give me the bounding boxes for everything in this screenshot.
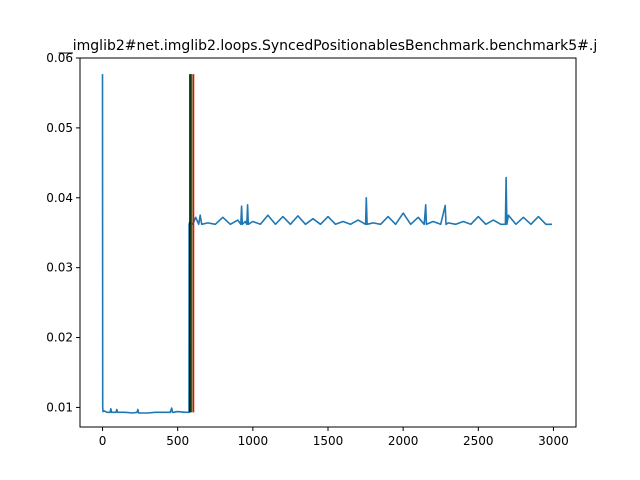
x-tick-label: 1500 [313, 434, 344, 448]
x-tick-label: 1000 [238, 434, 269, 448]
plot-background [80, 58, 576, 427]
marker-lines [189, 74, 195, 413]
x-tick-label: 2500 [463, 434, 494, 448]
series-layer [101, 74, 552, 414]
x-tick-label: 2000 [388, 434, 419, 448]
y-tick-label: 0.02 [46, 331, 73, 345]
x-axis-ticks: 0 500 1000 1500 2000 2500 3000 [99, 427, 569, 448]
y-tick-label: 0.05 [46, 121, 73, 135]
chart-title: __imglib2#net.imglib2.loops.SyncedPositi… [58, 38, 597, 54]
y-tick-label: 0.04 [46, 191, 73, 205]
x-tick-label: 0 [99, 434, 107, 448]
y-axis-ticks: 0.01 0.02 0.03 0.04 0.05 0.06 [46, 51, 80, 414]
series-line-0 [101, 74, 552, 414]
y-tick-label: 0.01 [46, 400, 73, 414]
y-tick-label: 0.03 [46, 261, 73, 275]
x-tick-label: 500 [166, 434, 189, 448]
y-tick-label: 0.06 [46, 51, 73, 65]
x-tick-label: 3000 [538, 434, 569, 448]
